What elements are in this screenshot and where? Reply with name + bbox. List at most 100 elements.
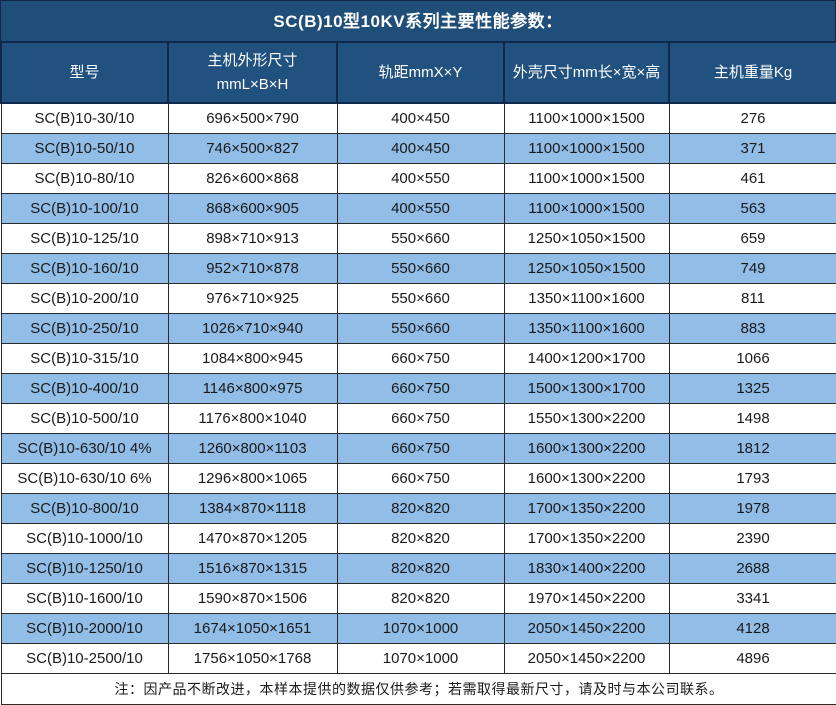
- table-cell: 1296×800×1065: [167, 462, 338, 494]
- table-cell: SC(B)10-400/10: [0, 372, 169, 404]
- table-row: SC(B)10-1250/10 1516×870×1315 820×820 1830×…: [0, 552, 836, 584]
- table-cell: 1516×870×1315: [167, 552, 338, 584]
- table-cell: 660×750: [336, 342, 505, 374]
- table-cell: 2688: [668, 552, 836, 584]
- table-cell: 1470×870×1205: [167, 522, 338, 554]
- table-row: SC(B)10-2000/10 1674×1050×1651 1070×1000 20…: [0, 612, 836, 644]
- table-row: SC(B)10-500/10 1176×800×1040 660×750 1550×1…: [0, 402, 836, 434]
- table-cell: 1250×1050×1500: [503, 252, 670, 284]
- table-cell: SC(B)10-80/10: [0, 162, 169, 194]
- table-row: SC(B)10-2500/10 1756×1050×1768 1070×1000 20…: [0, 642, 836, 674]
- table-cell: 1026×710×940: [167, 312, 338, 344]
- table-cell: SC(B)10-1250/10: [0, 552, 169, 584]
- table-cell: 1350×1100×1600: [503, 282, 670, 314]
- column-header-dimensions: 主机外形尺寸 mmL×B×H: [167, 41, 338, 104]
- table-cell: 2050×1450×2200: [503, 612, 670, 644]
- table-header: 型号 主机外形尺寸 mmL×B×H 轨距mmX×Y 外壳尺寸mm长×宽×高 主机…: [0, 41, 836, 104]
- table-body: SC(B)10-30/10 696×500×790 400×450 1100×1000…: [0, 102, 836, 674]
- table-cell: SC(B)10-630/10 6%: [0, 462, 169, 494]
- table-row: SC(B)10-125/10 898×710×913 550×660 1250×105…: [0, 222, 836, 254]
- table-row: SC(B)10-400/10 1146×800×975 660×750 1500×13…: [0, 372, 836, 404]
- table-cell: 1100×1000×1500: [503, 102, 670, 134]
- table-cell: 696×500×790: [167, 102, 338, 134]
- table-cell: 400×550: [336, 192, 505, 224]
- table-cell: 820×820: [336, 492, 505, 524]
- table-cell: SC(B)10-1000/10: [0, 522, 169, 554]
- table-cell: 400×550: [336, 162, 505, 194]
- table-cell: 811: [668, 282, 836, 314]
- table-cell: 660×750: [336, 432, 505, 464]
- table-row: SC(B)10-1000/10 1470×870×1205 820×820 1700×…: [0, 522, 836, 554]
- table-cell: 1325: [668, 372, 836, 404]
- table-cell: 1100×1000×1500: [503, 132, 670, 164]
- table-cell: 371: [668, 132, 836, 164]
- table-row: SC(B)10-30/10 696×500×790 400×450 1100×1000…: [0, 102, 836, 134]
- table-cell: 1100×1000×1500: [503, 162, 670, 194]
- table-cell: 563: [668, 192, 836, 224]
- table-cell: SC(B)10-200/10: [0, 282, 169, 314]
- table-row: SC(B)10-630/10 4% 1260×800×1103 660×750 160…: [0, 432, 836, 464]
- table-cell: 1600×1300×2200: [503, 462, 670, 494]
- table-cell: 1250×1050×1500: [503, 222, 670, 254]
- table-cell: 4896: [668, 642, 836, 674]
- spec-table: 型号 主机外形尺寸 mmL×B×H 轨距mmX×Y 外壳尺寸mm长×宽×高 主机…: [0, 41, 836, 705]
- table-cell: 1812: [668, 432, 836, 464]
- table-cell: 660×750: [336, 372, 505, 404]
- table-cell: 1260×800×1103: [167, 432, 338, 464]
- table-cell: SC(B)10-50/10: [0, 132, 169, 164]
- table-cell: 1084×800×945: [167, 342, 338, 374]
- table-cell: 550×660: [336, 252, 505, 284]
- table-row: SC(B)10-80/10 826×600×868 400×550 1100×1000…: [0, 162, 836, 194]
- table-cell: SC(B)10-315/10: [0, 342, 169, 374]
- footer-note: 注：因产品不断改进，本样本提供的数据仅供参考；若需取得最新尺寸，请及时与本公司联…: [0, 672, 836, 705]
- table-cell: 820×820: [336, 522, 505, 554]
- table-cell: 1070×1000: [336, 642, 505, 674]
- table-cell: 276: [668, 102, 836, 134]
- table-cell: 461: [668, 162, 836, 194]
- table-cell: 550×660: [336, 282, 505, 314]
- table-cell: 1978: [668, 492, 836, 524]
- table-cell: 1498: [668, 402, 836, 434]
- table-cell: 1700×1350×2200: [503, 522, 670, 554]
- table-cell: 820×820: [336, 552, 505, 584]
- table-row: SC(B)10-50/10 746×500×827 400×450 1100×1000…: [0, 132, 836, 164]
- table-cell: 1400×1200×1700: [503, 342, 670, 374]
- table-cell: 1793: [668, 462, 836, 494]
- table-cell: SC(B)10-2500/10: [0, 642, 169, 674]
- table-cell: 2390: [668, 522, 836, 554]
- table-cell: 550×660: [336, 312, 505, 344]
- column-header-model: 型号: [0, 41, 169, 104]
- table-row: SC(B)10-800/10 1384×870×1118 820×820 1700×1…: [0, 492, 836, 524]
- table-cell: 660×750: [336, 462, 505, 494]
- table-row: SC(B)10-100/10 868×600×905 400×550 1100×100…: [0, 192, 836, 224]
- page-title: SC(B)10型10KV系列主要性能参数：: [0, 0, 836, 41]
- table-cell: 1176×800×1040: [167, 402, 338, 434]
- table-cell: SC(B)10-250/10: [0, 312, 169, 344]
- table-row: SC(B)10-1600/10 1590×870×1506 820×820 1970×…: [0, 582, 836, 614]
- table-cell: 952×710×878: [167, 252, 338, 284]
- footer-row: 注：因产品不断改进，本样本提供的数据仅供参考；若需取得最新尺寸，请及时与本公司联…: [0, 672, 836, 705]
- table-cell: 1970×1450×2200: [503, 582, 670, 614]
- header-row: 型号 主机外形尺寸 mmL×B×H 轨距mmX×Y 外壳尺寸mm长×宽×高 主机…: [0, 41, 836, 104]
- table-footer: 注：因产品不断改进，本样本提供的数据仅供参考；若需取得最新尺寸，请及时与本公司联…: [0, 672, 836, 705]
- column-header-gauge: 轨距mmX×Y: [336, 41, 505, 104]
- table-cell: SC(B)10-1600/10: [0, 582, 169, 614]
- table-cell: 1674×1050×1651: [167, 612, 338, 644]
- table-row: SC(B)10-250/10 1026×710×940 550×660 1350×11…: [0, 312, 836, 344]
- table-cell: 400×450: [336, 132, 505, 164]
- table-cell: 976×710×925: [167, 282, 338, 314]
- table-cell: 820×820: [336, 582, 505, 614]
- table-cell: 1600×1300×2200: [503, 432, 670, 464]
- table-cell: SC(B)10-500/10: [0, 402, 169, 434]
- table-row: SC(B)10-630/10 6% 1296×800×1065 660×750 160…: [0, 462, 836, 494]
- table-cell: 1146×800×975: [167, 372, 338, 404]
- table-cell: 1066: [668, 342, 836, 374]
- table-cell: SC(B)10-30/10: [0, 102, 169, 134]
- table-row: SC(B)10-160/10 952×710×878 550×660 1250×105…: [0, 252, 836, 284]
- table-cell: 1590×870×1506: [167, 582, 338, 614]
- table-cell: 659: [668, 222, 836, 254]
- table-cell: 660×750: [336, 402, 505, 434]
- table-cell: 1700×1350×2200: [503, 492, 670, 524]
- table-cell: 1070×1000: [336, 612, 505, 644]
